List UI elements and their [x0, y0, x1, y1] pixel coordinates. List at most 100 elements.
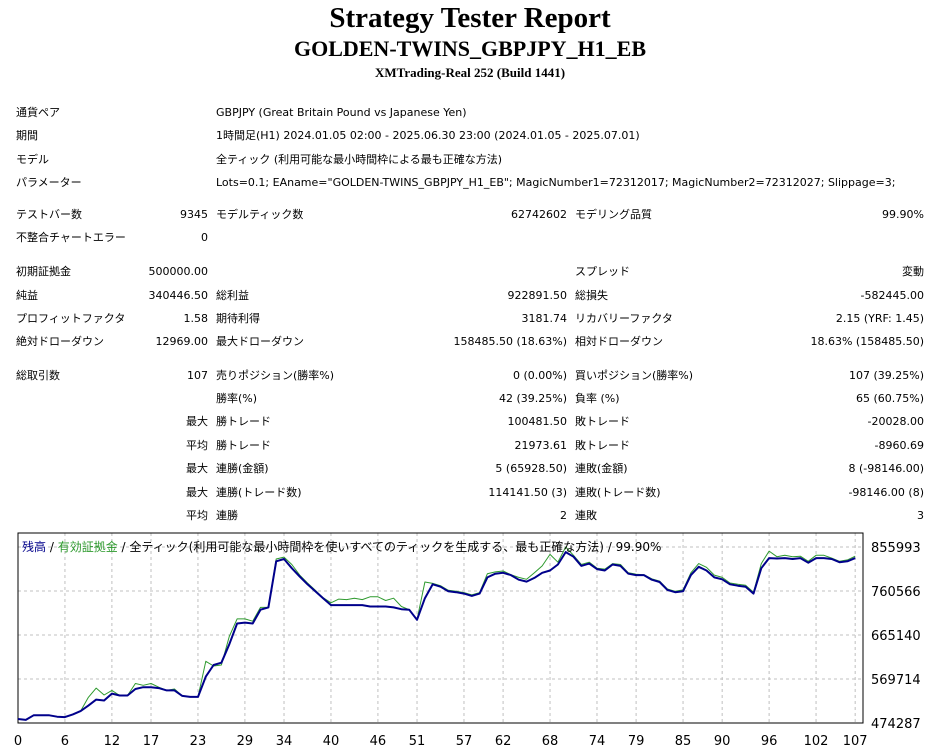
y-tick-label: 855993 — [871, 541, 921, 556]
max-cons-losses-label: 連敗(金額) — [575, 462, 628, 475]
recovery-value: 2.15 (YRF: 1.45) — [835, 312, 924, 325]
largest-prefix: 最大 — [186, 415, 208, 428]
avg-cons-wins-value: 2 — [560, 509, 567, 522]
largest-loss-value: -20028.00 — [867, 415, 924, 428]
row-largest: 最大 勝トレード 100481.50 敗トレード -20028.00 — [0, 412, 940, 432]
loss-pct-value: 65 (60.75%) — [855, 392, 924, 405]
row-average: 平均 勝トレード 21973.61 敗トレード -8960.69 — [0, 436, 940, 456]
legend-equity: 有効証拠金 — [58, 539, 118, 554]
server-build: XMTrading-Real 252 (Build 1441) — [374, 65, 566, 80]
ticks-value: 62742602 — [511, 208, 567, 221]
legend-description: 全ティック(利用可能な最小時間枠を使いすべてのティックを生成する、最も正確な方法… — [129, 539, 661, 554]
total-label: 総取引数 — [16, 369, 60, 382]
deposit-value: 500000.00 — [148, 265, 209, 278]
win-pct-value: 42 (39.25%) — [498, 392, 567, 405]
largest-loss-label: 敗トレード — [575, 415, 630, 428]
chart-grid — [17, 533, 863, 723]
abs-dd-value: 12969.00 — [155, 335, 209, 348]
x-tick-label: 23 — [190, 734, 207, 749]
pf-value: 1.58 — [183, 312, 209, 325]
y-tick-label: 569714 — [871, 673, 921, 688]
bars-value: 9345 — [180, 208, 208, 221]
max-cons-prefix: 最大 — [186, 462, 208, 475]
average-prefix: 平均 — [186, 439, 208, 452]
x-tick-label: 79 — [628, 734, 645, 749]
y-axis-ticks: 474287 569714 665140 760566 855993 — [871, 541, 921, 732]
win-pct-label: 勝率(%) — [216, 392, 258, 405]
x-tick-label: 12 — [104, 734, 121, 749]
period-label: 期間 — [16, 129, 38, 142]
report-subtitle: GOLDEN-TWINS_GBPJPY_H1_EB — [293, 36, 647, 61]
max-cons-wins-value: 5 (65928.50) — [495, 462, 567, 475]
quality-label: モデリング品質 — [575, 208, 652, 221]
chart-legend: 残高 / 有効証拠金 / 全ティック(利用可能な最小時間枠を使いすべてのティック… — [22, 539, 661, 554]
y-tick-label: 474287 — [871, 717, 921, 732]
gross-profit-value: 922891.50 — [507, 289, 568, 302]
row-symbol: 通貨ペア GBPJPY (Great Britain Pound vs Japa… — [0, 103, 940, 123]
balance-line — [17, 551, 856, 721]
symbol-label: 通貨ペア — [16, 106, 60, 119]
row-period: 期間 1時間足(H1) 2024.01.05 02:00 - 2025.06.3… — [0, 126, 940, 146]
max-cons-losses-value: 8 (-98146.00) — [848, 462, 924, 475]
max-cons-amt-prefix: 最大 — [186, 486, 208, 499]
legend-sep1: / — [46, 540, 58, 554]
row-drawdown: 絶対ドローダウン 12969.00 最大ドローダウン 158485.50 (18… — [0, 332, 940, 352]
x-tick-label: 107 — [843, 734, 868, 749]
x-tick-label: 0 — [14, 734, 22, 749]
row-parameters: パラメーター Lots=0.1; EAname="GOLDEN-TWINS_GB… — [0, 173, 940, 193]
expected-value: 3181.74 — [521, 312, 568, 325]
max-cons-profit-value: 114141.50 (3) — [488, 486, 567, 499]
row-deposit: 初期証拠金 500000.00 スプレッド 変動 — [0, 262, 940, 282]
x-tick-label: 29 — [237, 734, 254, 749]
max-cons-wins-label: 連勝(金額) — [216, 462, 269, 475]
x-tick-label: 46 — [370, 734, 387, 749]
max-dd-label: 最大ドローダウン — [216, 335, 304, 348]
row-mismatch: 不整合チャートエラー 0 — [0, 228, 940, 248]
ticks-label: モデルティック数 — [216, 208, 304, 221]
max-cons-loss-value: -98146.00 (8) — [848, 486, 924, 499]
x-tick-label: 40 — [323, 734, 340, 749]
y-tick-label: 760566 — [871, 585, 921, 600]
legend-balance: 残高 — [22, 539, 46, 554]
row-max-consecutive-amount: 最大 連勝(トレード数) 114141.50 (3) 連敗(トレード数) -98… — [0, 483, 940, 503]
mismatch-label: 不整合チャートエラー — [16, 231, 126, 244]
rel-dd-label: 相対ドローダウン — [575, 335, 663, 348]
x-tick-label: 102 — [804, 734, 829, 749]
recovery-label: リカバリーファクタ — [575, 312, 673, 325]
row-win-loss-pct: 勝率(%) 42 (39.25%) 負率 (%) 65 (60.75%) — [0, 389, 940, 409]
net-label: 純益 — [16, 289, 38, 302]
spread-value: 変動 — [902, 265, 924, 278]
x-tick-label: 17 — [143, 734, 160, 749]
net-value: 340446.50 — [148, 289, 209, 302]
quality-value: 99.90% — [882, 208, 924, 221]
spread-label: スプレッド — [575, 265, 630, 278]
expected-label: 期待利得 — [216, 312, 260, 325]
x-tick-label: 62 — [495, 734, 512, 749]
abs-dd-label: 絶対ドローダウン — [16, 335, 104, 348]
x-tick-label: 68 — [542, 734, 559, 749]
legend-sep2: / — [118, 540, 130, 554]
x-tick-label: 85 — [675, 734, 692, 749]
total-value: 107 — [187, 369, 208, 382]
row-bars: テストバー数 9345 モデルティック数 62742602 モデリング品質 99… — [0, 205, 940, 225]
row-total-trades: 総取引数 107 売りポジション(勝率%) 0 (0.00%) 買いポジション(… — [0, 366, 940, 386]
max-cons-loss-label: 連敗(トレード数) — [575, 486, 661, 499]
plot-frame — [17, 532, 864, 724]
gross-profit-label: 総利益 — [216, 289, 249, 302]
avg-win-label: 勝トレード — [216, 439, 271, 452]
x-tick-label: 6 — [61, 734, 69, 749]
row-max-consecutive: 最大 連勝(金額) 5 (65928.50) 連敗(金額) 8 (-98146.… — [0, 459, 940, 479]
deposit-label: 初期証拠金 — [16, 265, 71, 278]
model-label: モデル — [16, 153, 49, 166]
row-net: 純益 340446.50 総利益 922891.50 総損失 -582445.0… — [0, 286, 940, 306]
gross-loss-label: 総損失 — [575, 289, 608, 302]
rel-dd-value: 18.63% (158485.50) — [810, 335, 924, 348]
symbol-value: GBPJPY (Great Britain Pound vs Japanese … — [216, 106, 467, 119]
period-value: 1時間足(H1) 2024.01.05 02:00 - 2025.06.30 2… — [216, 129, 640, 142]
largest-win-label: 勝トレード — [216, 415, 271, 428]
pf-label: プロフィットファクタ — [16, 312, 126, 325]
long-value: 107 (39.25%) — [848, 369, 924, 382]
x-tick-label: 96 — [761, 734, 778, 749]
params-value: Lots=0.1; EAname="GOLDEN-TWINS_GBPJPY_H1… — [216, 176, 896, 189]
row-profit-factor: プロフィットファクタ 1.58 期待利得 3181.74 リカバリーファクタ 2… — [0, 309, 940, 329]
